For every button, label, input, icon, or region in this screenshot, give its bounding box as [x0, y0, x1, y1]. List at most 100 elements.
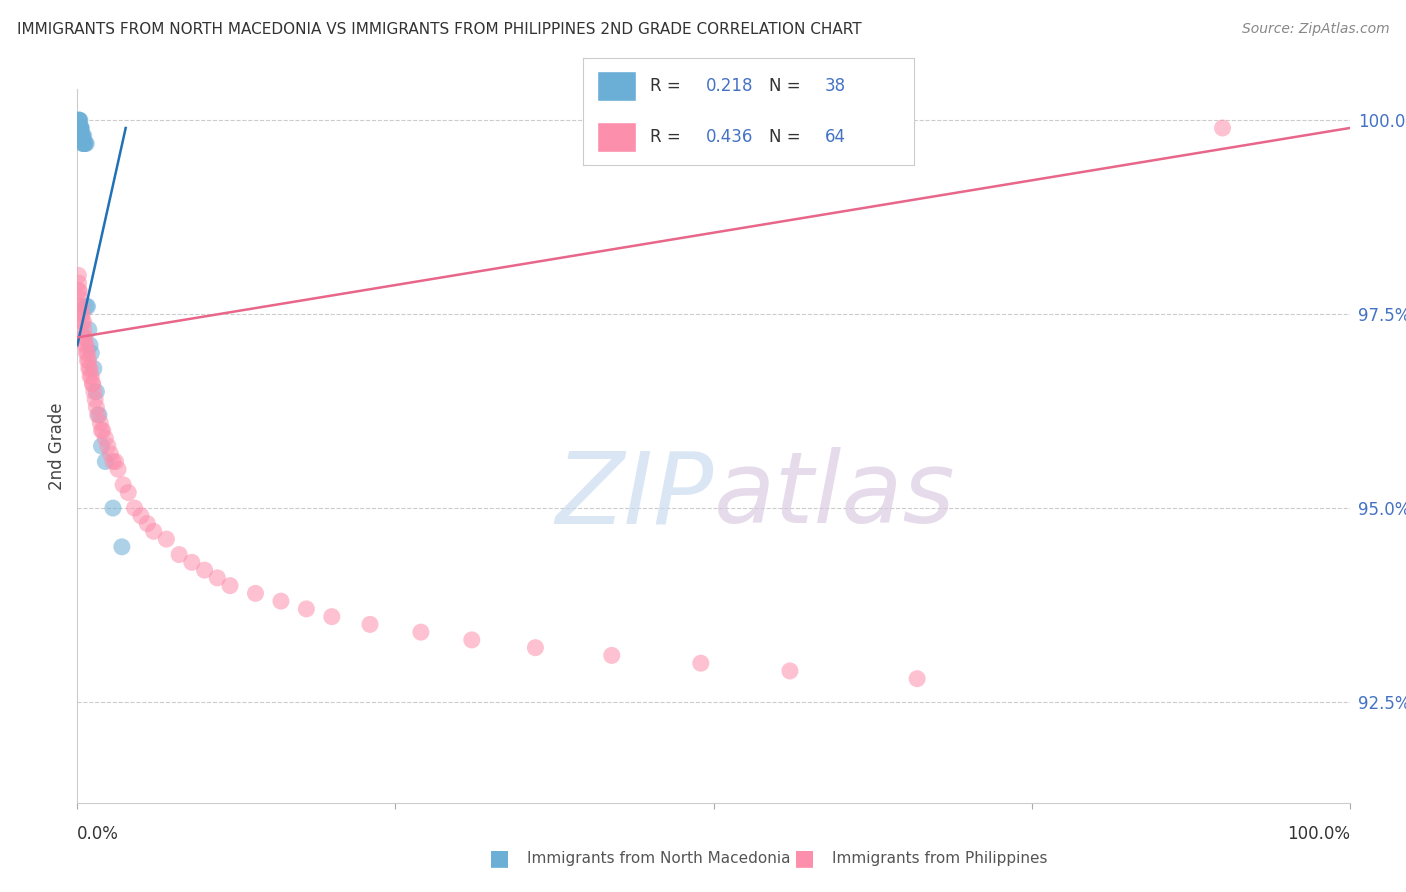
Text: 0.218: 0.218	[706, 77, 754, 95]
Point	[111, 540, 134, 554]
Point	[180, 555, 202, 569]
Text: ZIP: ZIP	[555, 448, 714, 544]
Point	[86, 384, 108, 399]
Point	[94, 431, 117, 445]
Text: 38: 38	[825, 77, 846, 95]
Point	[69, 299, 91, 313]
Point	[270, 594, 292, 608]
Point	[70, 120, 93, 135]
Point	[73, 315, 96, 329]
Point	[69, 120, 91, 135]
Point	[69, 128, 91, 143]
Point	[142, 524, 165, 539]
Point	[73, 136, 96, 151]
Point	[73, 323, 96, 337]
Point	[295, 602, 318, 616]
Point	[70, 128, 93, 143]
Text: 100.0%: 100.0%	[1286, 825, 1350, 843]
Text: R =: R =	[650, 77, 686, 95]
Point	[77, 323, 100, 337]
Text: N =: N =	[769, 128, 806, 146]
Text: Source: ZipAtlas.com: Source: ZipAtlas.com	[1241, 22, 1389, 37]
Point	[112, 477, 135, 491]
Point	[75, 136, 97, 151]
Point	[101, 454, 124, 468]
Text: 64: 64	[825, 128, 845, 146]
Point	[80, 346, 103, 360]
Point	[69, 292, 91, 306]
Point	[73, 136, 96, 151]
Point	[67, 120, 90, 135]
Point	[129, 508, 152, 523]
Point	[70, 128, 93, 143]
Point	[67, 284, 90, 298]
Point	[72, 128, 94, 143]
Point	[1212, 120, 1234, 135]
Bar	[596, 70, 637, 101]
Point	[67, 113, 90, 128]
Point	[136, 516, 159, 531]
Point	[75, 338, 97, 352]
Point	[524, 640, 547, 655]
Point	[600, 648, 623, 663]
Point	[90, 424, 112, 438]
Point	[79, 369, 101, 384]
Point	[77, 361, 100, 376]
Point	[67, 284, 90, 298]
Text: N =: N =	[769, 77, 806, 95]
Point	[67, 120, 90, 135]
Point	[76, 346, 98, 360]
Bar	[596, 122, 637, 153]
Point	[321, 609, 343, 624]
Text: ■: ■	[489, 848, 509, 868]
Point	[84, 392, 107, 407]
Point	[689, 656, 711, 670]
Point	[167, 548, 190, 562]
Point	[89, 416, 111, 430]
Point	[207, 571, 229, 585]
Point	[87, 408, 110, 422]
Point	[72, 307, 94, 321]
Y-axis label: 2nd Grade: 2nd Grade	[48, 402, 66, 490]
Point	[67, 113, 90, 128]
Point	[75, 346, 97, 360]
Point	[359, 617, 381, 632]
Point	[69, 120, 91, 135]
Text: 0.436: 0.436	[706, 128, 754, 146]
Point	[245, 586, 267, 600]
Point	[155, 532, 177, 546]
Point	[80, 369, 103, 384]
Point	[72, 136, 94, 151]
Point	[73, 128, 96, 143]
Point	[73, 330, 96, 344]
Point	[69, 120, 91, 135]
Point	[77, 353, 100, 368]
Point	[73, 338, 96, 352]
Text: R =: R =	[650, 128, 686, 146]
Point	[73, 330, 96, 344]
Point	[461, 632, 484, 647]
Point	[905, 672, 928, 686]
Point	[69, 120, 91, 135]
Point	[94, 454, 117, 468]
Point	[73, 136, 96, 151]
Text: ■: ■	[794, 848, 814, 868]
Point	[194, 563, 217, 577]
Point	[101, 501, 124, 516]
Point	[90, 439, 112, 453]
Point	[76, 299, 98, 313]
Point	[107, 462, 129, 476]
Point	[779, 664, 801, 678]
Point	[76, 353, 98, 368]
Text: atlas: atlas	[714, 448, 955, 544]
Point	[79, 361, 101, 376]
Text: IMMIGRANTS FROM NORTH MACEDONIA VS IMMIGRANTS FROM PHILIPPINES 2ND GRADE CORRELA: IMMIGRANTS FROM NORTH MACEDONIA VS IMMIG…	[17, 22, 862, 37]
Point	[82, 376, 104, 391]
Point	[82, 376, 104, 391]
Point	[86, 401, 108, 415]
Point	[67, 268, 90, 283]
Point	[86, 408, 108, 422]
Point	[70, 307, 93, 321]
Point	[83, 361, 105, 376]
Point	[73, 136, 96, 151]
